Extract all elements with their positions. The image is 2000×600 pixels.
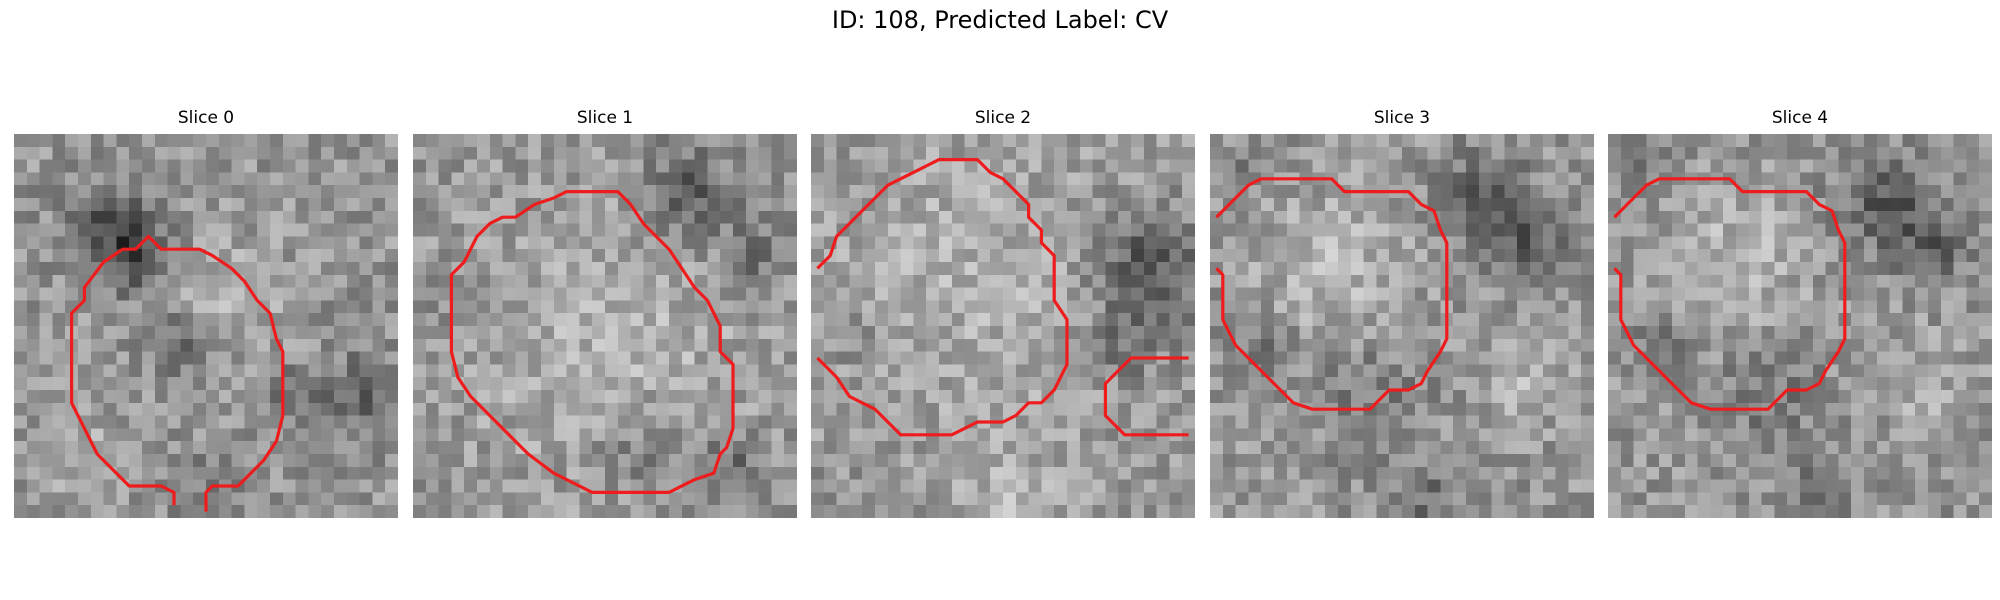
slice-title: Slice 3 [1373, 108, 1431, 128]
red-contour-outline [70, 234, 285, 512]
slice-image [1210, 134, 1594, 518]
slice-image [14, 134, 398, 518]
figure-title: ID: 108, Predicted Label: CV [831, 6, 1169, 34]
red-contour-outline [816, 158, 1069, 437]
red-contour-outline [449, 190, 735, 495]
slice-title: Slice 4 [1771, 108, 1829, 128]
slice-image [413, 134, 797, 518]
red-contour-outline [1103, 356, 1189, 437]
red-contour-outline [1613, 177, 1847, 411]
slice-title: Slice 0 [177, 108, 235, 128]
red-contour-outline [1215, 177, 1449, 411]
slice-image [811, 134, 1195, 518]
slice-title: Slice 1 [576, 108, 634, 128]
slice-image [1608, 134, 1992, 518]
slice-title: Slice 2 [974, 108, 1032, 128]
